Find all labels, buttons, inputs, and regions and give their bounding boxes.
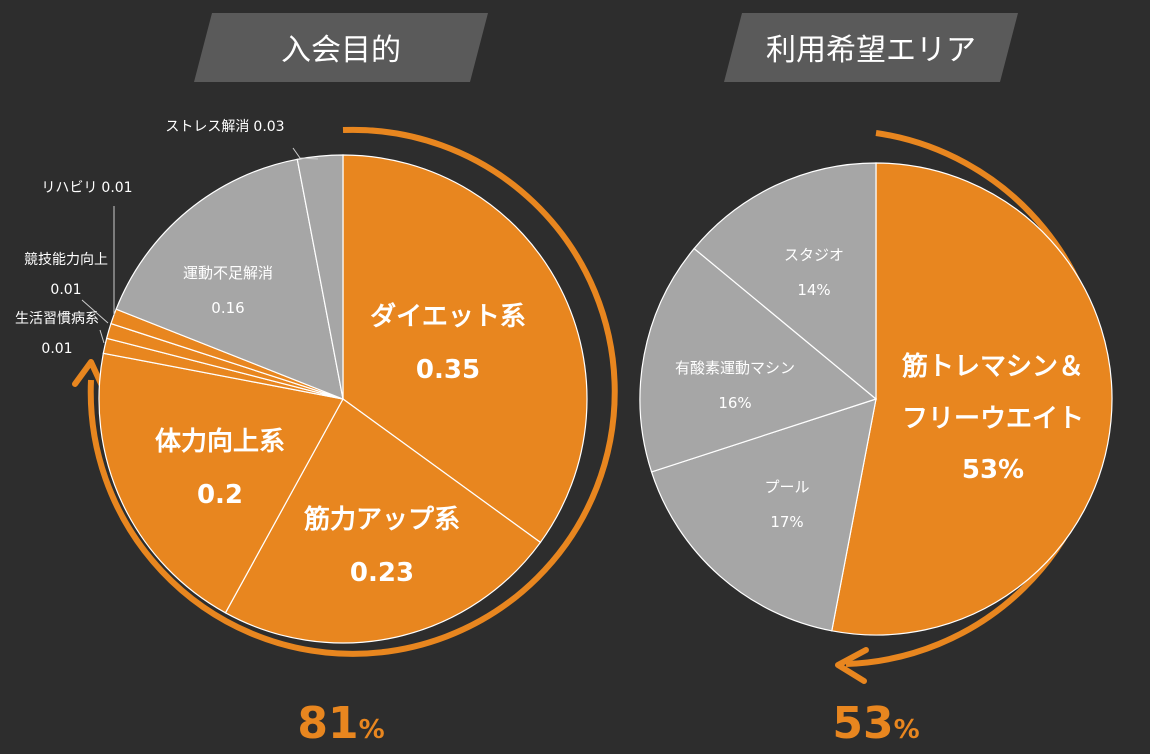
purpose-slice-6 — [115, 158, 344, 400]
total-left-unit: % — [359, 715, 385, 745]
area-slice-0 — [831, 162, 1113, 636]
area-slice-1 — [650, 398, 877, 632]
purpose-slice-0 — [342, 154, 588, 544]
arc-arrow-left — [87, 126, 618, 657]
total-left-number: 81 — [297, 698, 358, 749]
ext-label-lifestyle-value: 0.01 — [41, 341, 72, 357]
slice-value-stamina: 0.2 — [197, 480, 243, 510]
slice-value-pool: 17% — [770, 513, 803, 531]
purpose-slice-7 — [296, 154, 344, 400]
ext-label-lifestyle-name: 生活習慣病系 — [15, 310, 99, 327]
ext-label-competition-value: 0.01 — [50, 282, 81, 298]
ext-label-rehab: リハビリ 0.01 — [41, 180, 132, 196]
arrowhead-right — [835, 647, 869, 684]
area-slice-2 — [639, 247, 878, 473]
ext-label-stress-name: ストレス解消 — [165, 119, 249, 135]
ext-label-rehab-name: リハビリ — [41, 180, 97, 196]
slice-value-studio: 14% — [797, 281, 830, 299]
total-right-unit: % — [894, 715, 920, 745]
slice-label-cardio: 有酸素運動マシン — [675, 359, 795, 377]
slice-value-cardio: 16% — [718, 394, 751, 412]
leader-lines — [81, 147, 319, 344]
total-right-number: 53 — [832, 698, 893, 749]
slice-label-stamina: 体力向上系 — [155, 426, 285, 457]
total-left: 81% — [297, 698, 384, 749]
slice-value-machines: 53% — [962, 455, 1024, 485]
title-banner-left — [194, 13, 488, 82]
ext-label-stress-value: 0.03 — [253, 119, 284, 135]
ext-label-rehab-value: 0.01 — [101, 180, 132, 196]
chart-title-right: 利用希望エリア — [766, 33, 976, 68]
pie-chart-join-purpose — [98, 154, 588, 644]
slice-value-strength: 0.23 — [350, 558, 414, 588]
title-banner-right — [724, 13, 1018, 82]
pie-chart-desired-area — [639, 162, 1113, 636]
slice-label-exercise: 運動不足解消 — [183, 264, 273, 282]
slice-label-strength: 筋力アップ系 — [304, 504, 460, 535]
purpose-slice-1 — [224, 398, 542, 644]
slice-label-pool: プール — [764, 478, 809, 496]
slice-value-diet: 0.35 — [416, 355, 480, 385]
slice-label-machines-line1: 筋トレマシン＆ — [902, 351, 1084, 382]
arrowhead-left — [72, 359, 106, 391]
ext-label-competition-name: 競技能力向上 — [24, 252, 108, 268]
slice-value-exercise: 0.16 — [211, 299, 244, 317]
chart-title-left: 入会目的 — [281, 33, 401, 68]
purpose-slice-2 — [98, 352, 344, 614]
area-slice-3 — [693, 162, 877, 401]
slice-label-studio: スタジオ — [784, 246, 844, 264]
slice-label-diet: ダイエット系 — [370, 301, 526, 332]
total-right: 53% — [832, 698, 919, 749]
slice-label-machines-line2: フリーウエイト — [902, 404, 1084, 434]
ext-label-stress: ストレス解消 0.03 — [165, 119, 284, 135]
